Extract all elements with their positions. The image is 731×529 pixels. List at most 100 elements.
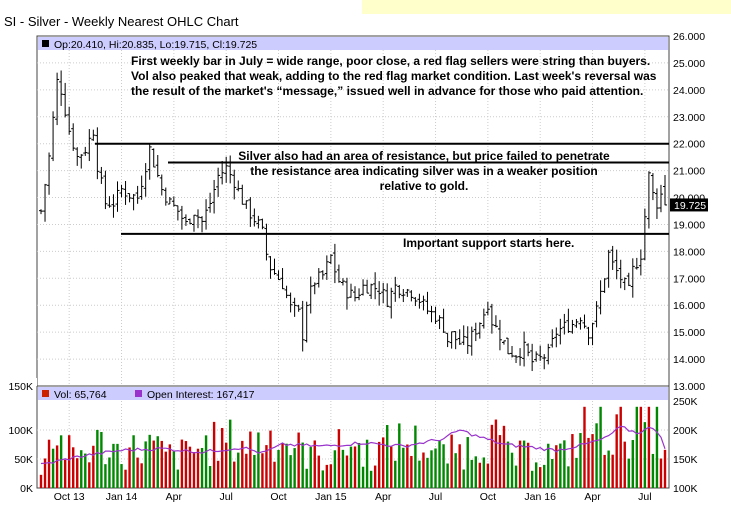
x-tick-label: Jan 16: [524, 491, 556, 503]
volume-bar: [200, 447, 204, 488]
price-bar: [200, 216, 205, 233]
price-bar: [268, 256, 273, 279]
volume-bar: [466, 437, 469, 488]
volume-bar: [422, 452, 425, 488]
annotation-resistance: Silver also had an area of resistance, b…: [238, 149, 610, 193]
volume-bar: [414, 425, 417, 488]
price-bar: [288, 292, 293, 313]
volume-bar: [663, 449, 667, 488]
volume-bar: [333, 450, 337, 488]
volume-bar: [172, 451, 176, 488]
price-bar: [123, 180, 128, 205]
price-bar: [570, 319, 575, 334]
volume-bar: [160, 440, 163, 488]
price-bar: [542, 354, 547, 370]
price-bar: [397, 284, 402, 299]
price-bar: [324, 255, 329, 280]
price-bar: [316, 268, 321, 288]
price-bar: [135, 185, 140, 204]
annotation-support: Important support starts here.: [403, 236, 574, 250]
price-tick-label: 17.000: [673, 273, 705, 285]
volume-bar: [88, 462, 91, 488]
open-interest-line: [40, 425, 666, 465]
volume-tick-label-left: 150K: [8, 381, 33, 393]
volume-bar: [458, 444, 461, 488]
volume-bar: [394, 460, 397, 488]
volume-bar: [349, 446, 353, 488]
volume-bar: [434, 448, 437, 488]
price-bar: [554, 327, 559, 348]
volume-bar: [643, 422, 647, 488]
volume-bar: [651, 453, 655, 488]
price-bar: [357, 288, 362, 301]
volume-bar: [474, 456, 477, 488]
vol-header-strip: [38, 387, 668, 400]
ohlc-readout: Op:20.410, Hi:20.835, Lo:19.715, Cl:19.7…: [54, 39, 257, 51]
volume-bar: [410, 455, 413, 488]
volume-bar: [104, 464, 107, 488]
price-bar: [510, 346, 515, 358]
volume-bar: [156, 436, 159, 488]
price-bar: [183, 214, 188, 226]
price-bar: [39, 209, 43, 215]
price-tick-label: 22.000: [673, 139, 705, 151]
price-bar: [501, 340, 506, 345]
last-price-label: 19.725: [674, 200, 706, 212]
price-bar: [139, 175, 144, 200]
price-bar: [594, 301, 599, 328]
volume-bar: [112, 443, 115, 488]
price-bar: [353, 286, 358, 302]
price-bar: [83, 146, 88, 156]
volume-bar: [438, 440, 441, 488]
price-bar: [381, 282, 386, 304]
oi-tick-label-right: 100K: [673, 483, 698, 495]
volume-bar: [369, 470, 373, 488]
volume-bar: [277, 449, 280, 488]
annotation-resistance-line3: relative to gold.: [380, 179, 469, 193]
price-bar: [71, 123, 76, 151]
volume-bar: [325, 464, 329, 488]
volume-bar: [269, 430, 272, 488]
price-bar: [147, 144, 152, 180]
price-bar: [208, 192, 213, 213]
price-tick-label: 16.000: [673, 300, 705, 312]
price-bar: [489, 303, 494, 334]
price-bar: [167, 197, 172, 205]
volume-bar: [63, 459, 67, 488]
volume-bar: [377, 441, 381, 488]
price-bar: [151, 148, 156, 168]
volume-bar: [647, 406, 651, 488]
volume-bar: [599, 406, 602, 488]
volume-bar: [357, 442, 361, 488]
price-bar: [43, 183, 48, 222]
price-bar: [602, 278, 607, 293]
volume-bar: [365, 439, 369, 488]
x-tick-label: Jan 14: [106, 491, 138, 503]
annotation-july-line3: the result of the market's “message,” is…: [131, 84, 643, 98]
price-bar: [91, 129, 96, 141]
volume-bar: [208, 466, 212, 488]
price-bar: [385, 283, 390, 308]
volume-bar: [498, 435, 502, 488]
price-tick-label: 15.000: [673, 327, 705, 339]
volume-bar: [591, 434, 594, 488]
volume-bar: [337, 429, 341, 488]
price-bar: [550, 329, 555, 348]
price-bar: [481, 308, 486, 329]
volume-bar: [39, 474, 43, 488]
volume-bar: [43, 458, 47, 488]
price-bar: [622, 277, 627, 291]
price-bar: [300, 300, 305, 352]
price-bar: [485, 301, 490, 316]
price-bar: [658, 184, 663, 213]
price-bar: [127, 193, 132, 203]
volume-bar: [446, 463, 449, 488]
price-bar: [473, 322, 478, 342]
annotation-july-line2: Vol also peaked that weak, adding to the…: [131, 69, 657, 83]
price-bar: [216, 167, 221, 197]
price-bar: [47, 152, 52, 195]
annotation-resistance-line1: Silver also had an area of resistance, b…: [238, 149, 610, 163]
price-bar: [461, 325, 466, 346]
volume-bar: [551, 458, 554, 488]
volume-bar: [265, 445, 268, 488]
